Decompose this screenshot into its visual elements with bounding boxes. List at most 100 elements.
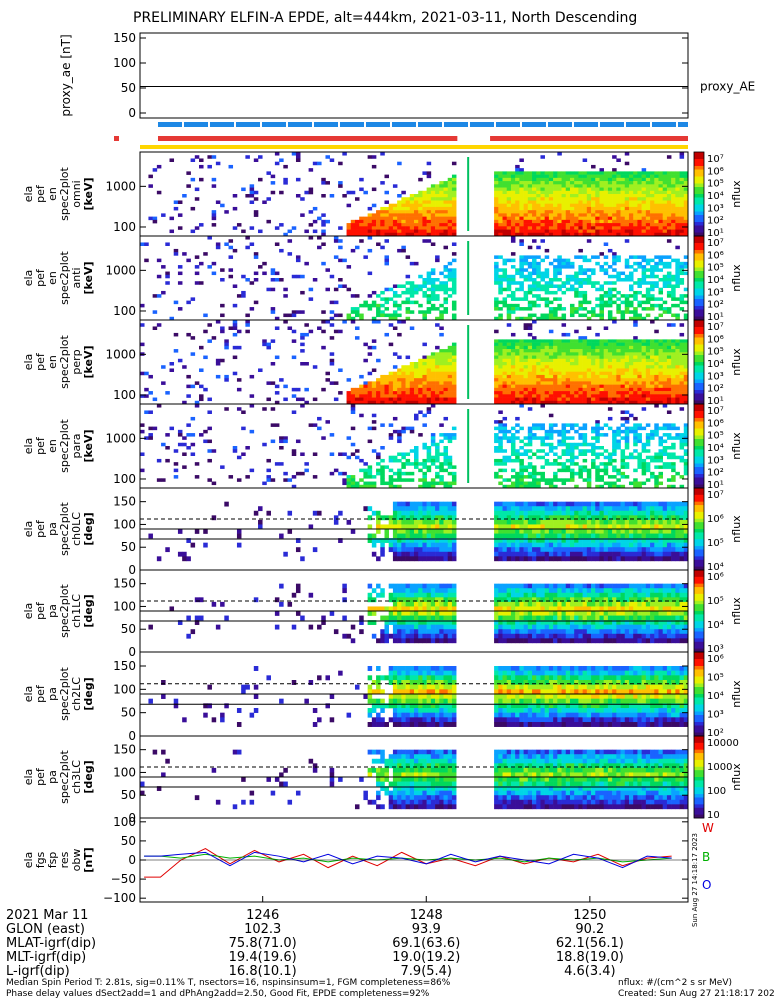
heatmap-cell	[510, 481, 516, 486]
heatmap-cell	[666, 261, 672, 266]
heatmap-cell	[532, 391, 537, 395]
heatmap-cell	[683, 342, 689, 347]
heatmap-cell	[249, 194, 255, 198]
heatmap-cell	[527, 538, 533, 543]
heatmap-cell	[451, 242, 457, 246]
heatmap-cell	[426, 556, 432, 562]
heatmap-cell	[207, 439, 212, 444]
heatmap-cell	[422, 355, 427, 360]
heatmap-cell	[169, 426, 175, 431]
heatmap-cell	[540, 471, 545, 476]
heatmap-cell	[506, 478, 512, 482]
heatmap-cell	[599, 307, 604, 311]
heatmap-cell	[498, 362, 503, 366]
heatmap-cell	[494, 542, 499, 548]
heatmap-cell	[544, 433, 550, 437]
heatmap-cell	[650, 265, 655, 269]
heatmap-cell	[422, 519, 427, 525]
heatmap-cell	[612, 468, 617, 473]
heatmap-cell	[599, 200, 604, 204]
heatmap-cell	[595, 465, 600, 469]
heatmap-cell	[506, 313, 512, 318]
heatmap-cell	[658, 171, 664, 175]
heatmap-cell	[439, 326, 444, 330]
heatmap-cell	[565, 397, 571, 402]
heatmap-cell	[203, 313, 208, 318]
heatmap-cell	[591, 268, 596, 272]
heatmap-cell	[641, 223, 647, 227]
heatmap-cell	[654, 475, 659, 479]
heatmap-cell	[536, 556, 541, 562]
heatmap-cell	[616, 381, 621, 385]
heatmap-cell	[439, 219, 444, 224]
heatmap-cell	[557, 365, 562, 369]
heatmap-cell	[540, 274, 545, 279]
heatmap-cell	[148, 436, 153, 440]
heatmap-cell	[586, 181, 592, 185]
heatmap-cell	[654, 184, 659, 188]
heatmap-cell	[654, 455, 659, 460]
heatmap-cell	[650, 223, 655, 227]
heatmap-cell	[553, 271, 558, 276]
heatmap-cell	[266, 342, 271, 347]
heatmap-cell	[418, 232, 423, 237]
heatmap-cell	[561, 332, 567, 337]
heatmap-cell	[506, 216, 512, 221]
heatmap-cell	[607, 394, 613, 398]
heatmap-cell	[612, 210, 617, 214]
heatmap-cell	[595, 223, 600, 227]
heatmap-cell	[666, 387, 672, 392]
heatmap-cell	[637, 210, 642, 214]
heatmap-cell	[620, 181, 626, 185]
heatmap-cell	[380, 515, 385, 521]
heatmap-cell	[435, 184, 440, 188]
heatmap-cell	[532, 219, 537, 224]
heatmap-cell	[557, 152, 562, 156]
heatmap-cell	[532, 510, 537, 516]
heatmap-cell	[350, 452, 356, 456]
heatmap-cell	[628, 171, 634, 175]
heatmap-cell	[494, 384, 499, 389]
heatmap-cell	[582, 210, 588, 214]
heatmap-cell	[637, 184, 642, 188]
heatmap-cell	[671, 294, 676, 298]
heatmap-cell	[439, 478, 444, 482]
heatmap-cell	[574, 397, 579, 402]
heatmap-cell	[236, 387, 242, 392]
heatmap-cell	[616, 271, 621, 276]
heatmap-cell	[569, 394, 575, 398]
heatmap-cell	[599, 345, 604, 350]
heatmap-cell	[510, 394, 516, 398]
heatmap-cell	[173, 300, 179, 305]
heatmap-cell	[371, 339, 377, 343]
heatmap-cell	[165, 274, 170, 279]
heatmap-cell	[367, 381, 373, 385]
heatmap-cell	[641, 229, 647, 234]
heatmap-cell	[561, 387, 567, 392]
heatmap-cell	[426, 519, 432, 525]
heatmap-cell	[401, 371, 406, 376]
heatmap-cell	[574, 197, 579, 201]
heatmap-cell	[532, 258, 537, 263]
heatmap-cell	[494, 232, 499, 237]
heatmap-cell	[612, 213, 617, 217]
heatmap-cell	[439, 506, 444, 512]
heatmap-cell	[582, 365, 588, 369]
heatmap-cell	[439, 475, 444, 479]
heatmap-cell	[548, 216, 554, 221]
heatmap-cell	[435, 255, 440, 259]
heatmap-cell	[654, 481, 659, 486]
heatmap-cell	[637, 290, 642, 295]
heatmap-cell	[675, 194, 680, 198]
heatmap-cell	[245, 475, 250, 479]
heatmap-cell	[519, 171, 524, 175]
heatmap-cell	[502, 429, 508, 434]
heatmap-cell	[662, 391, 668, 395]
heatmap-cell	[612, 184, 617, 188]
heatmap-cell	[527, 551, 533, 557]
heatmap-cell	[405, 274, 411, 279]
heatmap-cell	[338, 278, 343, 282]
heatmap-cell	[527, 203, 533, 208]
heatmap-cell	[371, 320, 377, 324]
heatmap-cell	[527, 529, 533, 534]
